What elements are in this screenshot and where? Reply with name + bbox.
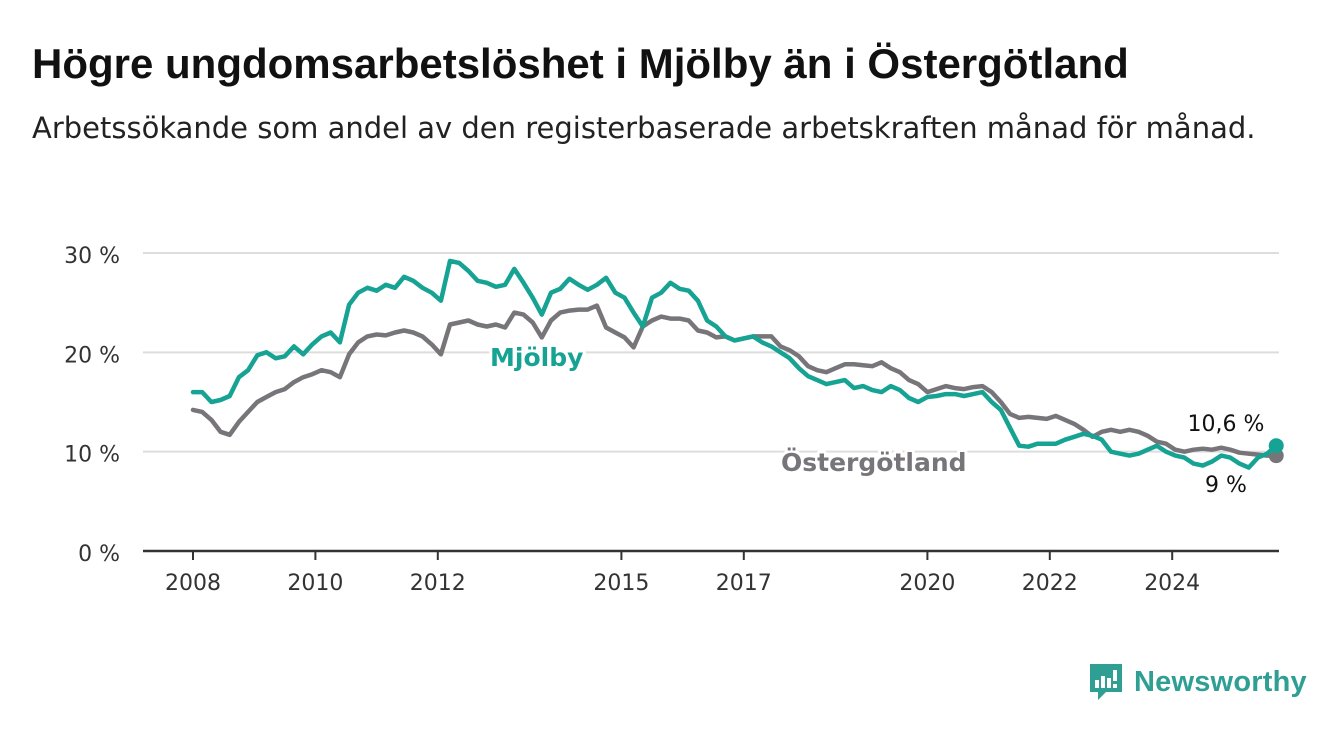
chart-subtitle: Arbetssökande som andel av den registerb… <box>32 111 1256 145</box>
newsworthy-logo-icon <box>1090 664 1122 700</box>
end-value-label-ostergotland: 9 % <box>1205 473 1247 498</box>
chart-title: Högre ungdomsarbetslöshet i Mjölby än i … <box>32 40 1129 87</box>
brand-name: Newsworthy <box>1134 665 1307 698</box>
x-tick-label: 2022 <box>1022 571 1078 596</box>
series-end-point <box>1268 438 1284 454</box>
brand: Newsworthy <box>1088 660 1307 704</box>
series-labels: Mjölby Östergötland 10,6 % 9 % <box>487 340 1267 501</box>
series-lines <box>190 258 1284 470</box>
y-tick-label: 0 % <box>78 542 120 567</box>
x-tick-label: 2015 <box>593 571 649 596</box>
series-label-ostergotland: Östergötland <box>781 447 967 477</box>
x-tick-label: 2008 <box>165 571 221 596</box>
gridlines <box>143 252 1279 453</box>
x-axis-ticks: 2008 2010 2012 2015 2017 2020 2022 2024 <box>143 549 1279 596</box>
y-tick-label: 10 % <box>64 443 120 468</box>
series-line-ostergotland <box>190 303 1279 458</box>
x-tick-label: 2024 <box>1144 571 1200 596</box>
x-tick-label: 2012 <box>410 571 466 596</box>
x-tick-label: 2010 <box>287 571 343 596</box>
x-tick-label: 2020 <box>899 571 955 596</box>
series-label-mjolby: Mjölby <box>490 343 583 372</box>
y-axis-ticks: 0 % 10 % 20 % 30 % <box>64 244 120 567</box>
end-value-label-mjolby: 10,6 % <box>1188 412 1265 437</box>
y-tick-label: 20 % <box>64 343 120 368</box>
series-line-mjolby <box>190 258 1279 470</box>
y-tick-label: 30 % <box>64 244 120 269</box>
x-tick-label: 2017 <box>716 571 772 596</box>
